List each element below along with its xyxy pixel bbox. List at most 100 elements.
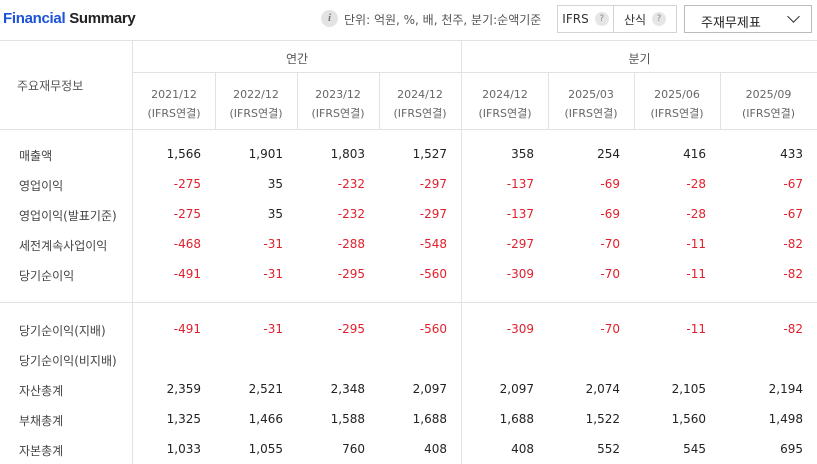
column-header: 2024/12 (IFRS연결) bbox=[379, 85, 461, 123]
table-cell: -297 bbox=[419, 177, 447, 191]
column-period: 2025/06 bbox=[654, 88, 700, 101]
table-cell: -70 bbox=[600, 322, 620, 336]
column-period: 2025/09 bbox=[745, 88, 792, 101]
table-cell: 2,521 bbox=[248, 382, 283, 396]
table-cell: -548 bbox=[419, 237, 447, 251]
table-cell: 1,033 bbox=[166, 442, 201, 456]
corner-label: 주요재무정보 bbox=[17, 79, 84, 93]
column-header: 2025/09 (IFRS연결) bbox=[720, 85, 817, 123]
column-period: 2023/12 bbox=[315, 88, 361, 101]
table-cell: 35 bbox=[267, 177, 283, 191]
table-cell: -11 bbox=[686, 267, 706, 281]
chevron-down-icon bbox=[787, 10, 800, 23]
row-label: 영업이익(발표기준) bbox=[19, 209, 117, 223]
column-basis: (IFRS연결) bbox=[393, 107, 447, 120]
summary-header: Financial Summary i 단위: 억원, %, 배, 천주, 분기… bbox=[0, 0, 817, 40]
table-cell: -70 bbox=[600, 237, 620, 251]
column-header: 2023/12 (IFRS연결) bbox=[297, 85, 379, 123]
column-period: 2021/12 bbox=[151, 88, 197, 101]
ifrs-help-icon[interactable]: ? bbox=[594, 12, 609, 26]
unit-note: 단위: 억원, %, 배, 천주, 분기:순액기준 bbox=[344, 13, 542, 27]
table-cell: 695 bbox=[780, 442, 803, 456]
column-period: 2022/12 bbox=[233, 88, 279, 101]
table-cell: 1,498 bbox=[768, 412, 803, 426]
table-cell: -31 bbox=[263, 322, 283, 336]
table-cell: -232 bbox=[337, 207, 365, 221]
ifrs-label: IFRS bbox=[562, 12, 589, 26]
table-cell: 2,194 bbox=[768, 382, 803, 396]
table-cell: -275 bbox=[173, 177, 201, 191]
table-top-border bbox=[0, 40, 817, 41]
row-label: 자본총계 bbox=[19, 444, 64, 458]
column-divider bbox=[379, 73, 380, 129]
table-cell: 552 bbox=[597, 442, 620, 456]
table-cell: 1,803 bbox=[330, 147, 365, 161]
table-cell: -288 bbox=[337, 237, 365, 251]
table-cell: -309 bbox=[506, 267, 534, 281]
ifrs-button[interactable]: IFRS? bbox=[557, 5, 614, 33]
table-cell: 35 bbox=[267, 207, 283, 221]
table-cell: 1,466 bbox=[248, 412, 283, 426]
label-column-divider bbox=[132, 40, 133, 464]
table-cell: 358 bbox=[511, 147, 534, 161]
row-label: 영업이익 bbox=[19, 179, 64, 193]
table-cell: -69 bbox=[600, 207, 620, 221]
column-basis: (IFRS연결) bbox=[478, 107, 532, 120]
row-label: 당기순이익(비지배) bbox=[19, 354, 117, 368]
table-cell: -560 bbox=[419, 322, 447, 336]
column-header: 2022/12 (IFRS연결) bbox=[215, 85, 297, 123]
table-cell: -82 bbox=[783, 237, 803, 251]
table-cell: 1,522 bbox=[585, 412, 620, 426]
table-cell: -28 bbox=[686, 177, 706, 191]
table-cell: 408 bbox=[511, 442, 534, 456]
table-cell: -297 bbox=[419, 207, 447, 221]
table-cell: -232 bbox=[337, 177, 365, 191]
table-cell: 1,560 bbox=[671, 412, 706, 426]
table-cell: 2,097 bbox=[499, 382, 534, 396]
table-cell: -137 bbox=[506, 177, 534, 191]
table-cell: -67 bbox=[783, 207, 803, 221]
table-cell: 1,055 bbox=[248, 442, 283, 456]
table-cell: -70 bbox=[600, 267, 620, 281]
info-icon[interactable]: i bbox=[321, 10, 338, 27]
column-period: 2024/12 bbox=[397, 88, 443, 101]
column-period: 2024/12 bbox=[482, 88, 528, 101]
table-cell: -31 bbox=[263, 237, 283, 251]
title-financial: Financial bbox=[3, 10, 66, 27]
table-cell: 2,105 bbox=[671, 382, 706, 396]
column-divider bbox=[548, 73, 549, 129]
column-header: 2025/03 (IFRS연결) bbox=[548, 85, 634, 123]
formula-label: 산식 bbox=[623, 12, 647, 27]
table-cell: 416 bbox=[683, 147, 706, 161]
header-bottom-border bbox=[0, 129, 817, 130]
formula-button[interactable]: 산식? bbox=[614, 5, 677, 33]
column-divider bbox=[215, 73, 216, 129]
table-cell: -11 bbox=[686, 237, 706, 251]
group-annual: 연간 bbox=[285, 52, 309, 66]
table-cell: -11 bbox=[686, 322, 706, 336]
table-cell: -309 bbox=[506, 322, 534, 336]
table-cell: 2,359 bbox=[166, 382, 201, 396]
table-cell: 1,588 bbox=[330, 412, 365, 426]
financial-table: 주요재무정보 연간 분기 2021/12 (IFRS연결) 2022/12 (IFRS… bbox=[0, 40, 817, 464]
column-header: 2025/06 (IFRS연결) bbox=[634, 85, 720, 123]
table-cell: -295 bbox=[337, 267, 365, 281]
column-divider bbox=[720, 73, 721, 129]
row-label: 매출액 bbox=[19, 149, 53, 163]
formula-help-icon[interactable]: ? bbox=[652, 12, 667, 26]
table-cell: -82 bbox=[783, 322, 803, 336]
table-cell: -275 bbox=[173, 207, 201, 221]
column-header: 2024/12 (IFRS연결) bbox=[462, 85, 548, 123]
group-quarterly: 분기 bbox=[628, 52, 651, 66]
column-basis: (IFRS연결) bbox=[564, 107, 618, 120]
statement-select[interactable]: 주재무제표 bbox=[684, 5, 812, 33]
table-cell: -297 bbox=[506, 237, 534, 251]
table-cell: 1,566 bbox=[166, 147, 201, 161]
table-cell: -67 bbox=[783, 177, 803, 191]
table-cell: 2,348 bbox=[330, 382, 365, 396]
statement-select-value: 주재무제표 bbox=[701, 16, 761, 31]
table-cell: -137 bbox=[506, 207, 534, 221]
column-basis: (IFRS연결) bbox=[147, 107, 201, 120]
column-divider bbox=[297, 73, 298, 129]
table-cell: 2,074 bbox=[585, 382, 620, 396]
